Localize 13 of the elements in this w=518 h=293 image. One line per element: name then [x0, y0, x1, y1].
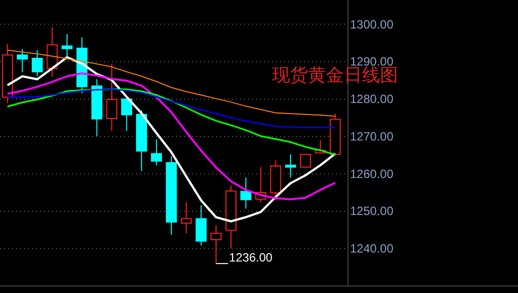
y-tick-label: 1250.00 [350, 204, 394, 218]
candlestick [285, 154, 296, 178]
y-tick-label: 1270.00 [350, 129, 394, 144]
candlestick [180, 202, 192, 234]
candlestick [225, 184, 236, 250]
candlestick [240, 177, 252, 210]
y-tick-label: 1280.00 [350, 92, 394, 106]
candlestick [210, 224, 222, 264]
annotation: 1236.00 [229, 250, 273, 265]
y-tick-label: 1260.00 [350, 166, 394, 181]
y-tick-label: 1300.00 [350, 17, 394, 32]
y-tick-label: 1240.00 [350, 242, 394, 256]
candlestick [106, 63, 118, 132]
